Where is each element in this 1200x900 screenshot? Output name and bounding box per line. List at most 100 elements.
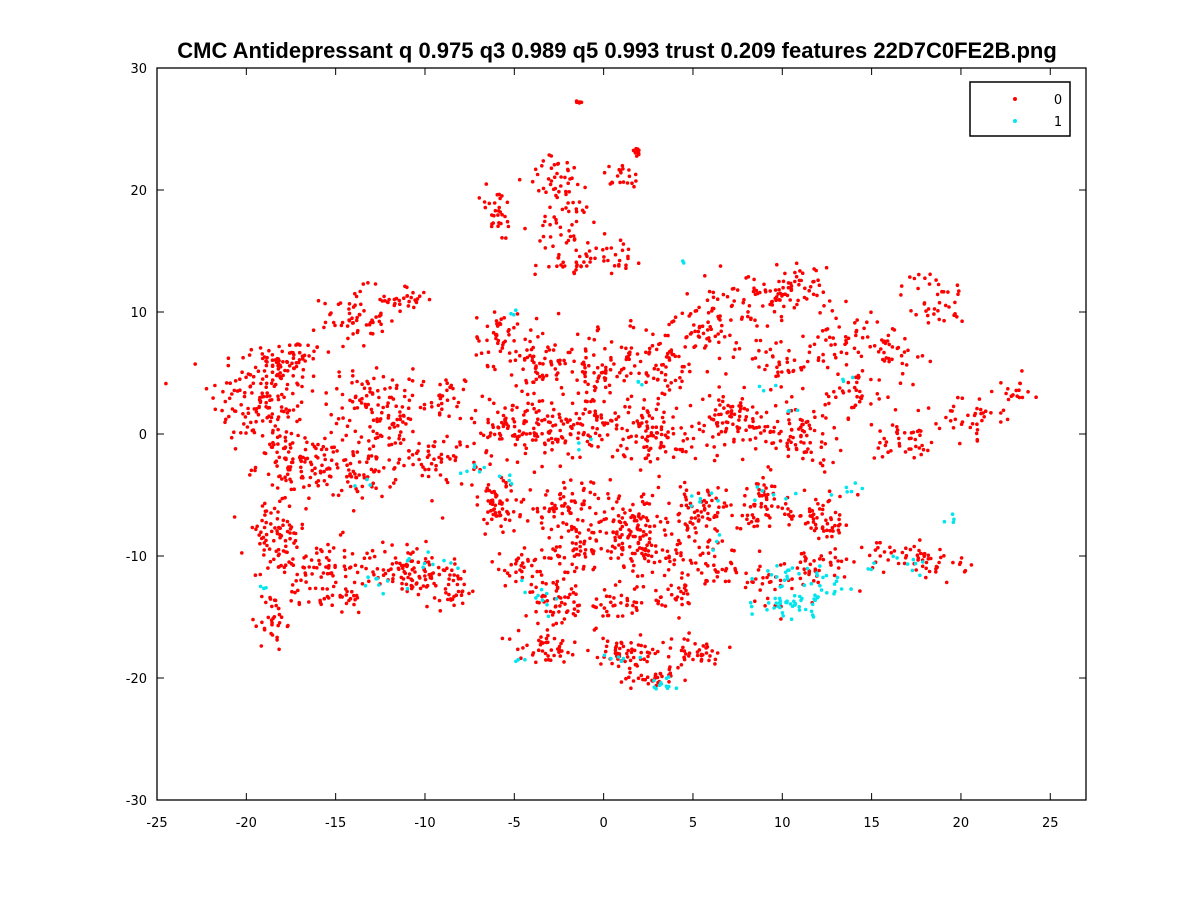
- point-series-0: [321, 444, 326, 449]
- point-series-1: [821, 575, 825, 580]
- point-series-0: [258, 346, 263, 350]
- point-series-0: [669, 637, 674, 641]
- point-series-0: [883, 443, 888, 448]
- point-series-0: [550, 501, 554, 506]
- point-series-0: [331, 546, 336, 550]
- point-series-0: [625, 651, 629, 656]
- point-series-0: [799, 514, 803, 518]
- point-series-0: [798, 269, 802, 273]
- point-series-0: [682, 364, 686, 369]
- point-series-0: [819, 554, 824, 558]
- point-series-0: [667, 322, 671, 327]
- point-series-0: [717, 316, 721, 321]
- point-series-0: [412, 305, 416, 310]
- point-series-0: [825, 327, 830, 331]
- point-series-0: [778, 439, 783, 443]
- point-series-0: [753, 318, 757, 323]
- point-series-0: [516, 647, 520, 652]
- point-series-0: [352, 602, 356, 607]
- point-series-0: [621, 242, 626, 246]
- point-series-0: [852, 560, 856, 564]
- point-series-0: [502, 568, 507, 573]
- point-series-0: [827, 335, 832, 340]
- point-series-1: [766, 569, 770, 573]
- point-series-0: [671, 426, 675, 431]
- point-series-0: [329, 412, 334, 417]
- point-series-1: [841, 379, 846, 384]
- point-series-0: [440, 407, 444, 412]
- point-series-1: [773, 596, 777, 601]
- point-series-0: [820, 329, 825, 333]
- point-series-0: [761, 576, 765, 580]
- point-series-0: [634, 440, 638, 444]
- point-series-0: [867, 553, 872, 558]
- point-series-1: [577, 441, 581, 445]
- point-series-0: [803, 521, 808, 526]
- point-series-0: [525, 392, 530, 397]
- point-series-0: [264, 520, 269, 525]
- point-series-0: [620, 614, 625, 618]
- point-series-0: [592, 337, 597, 342]
- point-series-0: [446, 582, 451, 587]
- point-series-0: [383, 387, 387, 391]
- point-series-0: [327, 549, 332, 554]
- point-series-0: [751, 289, 756, 294]
- point-series-0: [844, 557, 849, 561]
- point-series-0: [807, 350, 812, 355]
- point-series-0: [540, 649, 545, 653]
- point-series-0: [824, 338, 828, 342]
- point-series-0: [865, 335, 870, 339]
- point-series-0: [275, 372, 280, 377]
- point-series-0: [667, 388, 672, 392]
- point-series-0: [552, 514, 556, 519]
- point-series-0: [656, 367, 660, 372]
- point-series-0: [571, 200, 575, 205]
- point-series-1: [748, 600, 753, 605]
- point-series-0: [722, 501, 727, 505]
- point-series-0: [666, 430, 670, 434]
- point-series-0: [824, 416, 828, 420]
- point-series-0: [503, 517, 508, 522]
- point-series-0: [446, 597, 450, 602]
- point-series-1: [698, 496, 703, 501]
- point-series-0: [582, 539, 587, 544]
- point-series-0: [549, 401, 554, 405]
- point-series-0: [686, 600, 690, 605]
- point-series-0: [405, 285, 409, 290]
- point-series-1: [431, 562, 435, 567]
- point-series-0: [550, 448, 554, 452]
- point-series-0: [844, 338, 848, 343]
- point-series-0: [655, 457, 660, 461]
- point-series-0: [574, 207, 579, 211]
- point-series-0: [434, 463, 438, 468]
- point-series-0: [694, 561, 698, 565]
- point-series-0: [839, 350, 844, 355]
- point-series-0: [644, 429, 648, 433]
- point-series-0: [540, 331, 545, 336]
- point-series-0: [577, 553, 581, 557]
- point-series-0: [575, 603, 580, 608]
- point-series-0: [256, 412, 261, 417]
- point-series-0: [791, 435, 795, 440]
- point-series-0: [283, 456, 287, 461]
- point-series-0: [288, 527, 293, 531]
- point-series-0: [534, 438, 538, 442]
- point-series-0: [701, 331, 706, 336]
- point-series-0: [500, 194, 504, 198]
- point-series-0: [571, 423, 576, 427]
- point-series-0: [812, 428, 817, 433]
- point-series-1: [761, 388, 766, 393]
- point-series-0: [232, 430, 236, 435]
- point-series-0: [583, 366, 587, 370]
- point-series-0: [398, 302, 402, 307]
- point-series-0: [336, 493, 341, 498]
- point-series-1: [781, 614, 785, 618]
- point-series-0: [711, 290, 716, 295]
- point-series-1: [895, 556, 899, 560]
- point-series-0: [513, 562, 518, 566]
- point-series-0: [350, 369, 355, 373]
- point-series-0: [791, 369, 795, 374]
- point-series-0: [292, 366, 296, 371]
- point-series-0: [498, 513, 502, 518]
- point-series-0: [598, 529, 602, 534]
